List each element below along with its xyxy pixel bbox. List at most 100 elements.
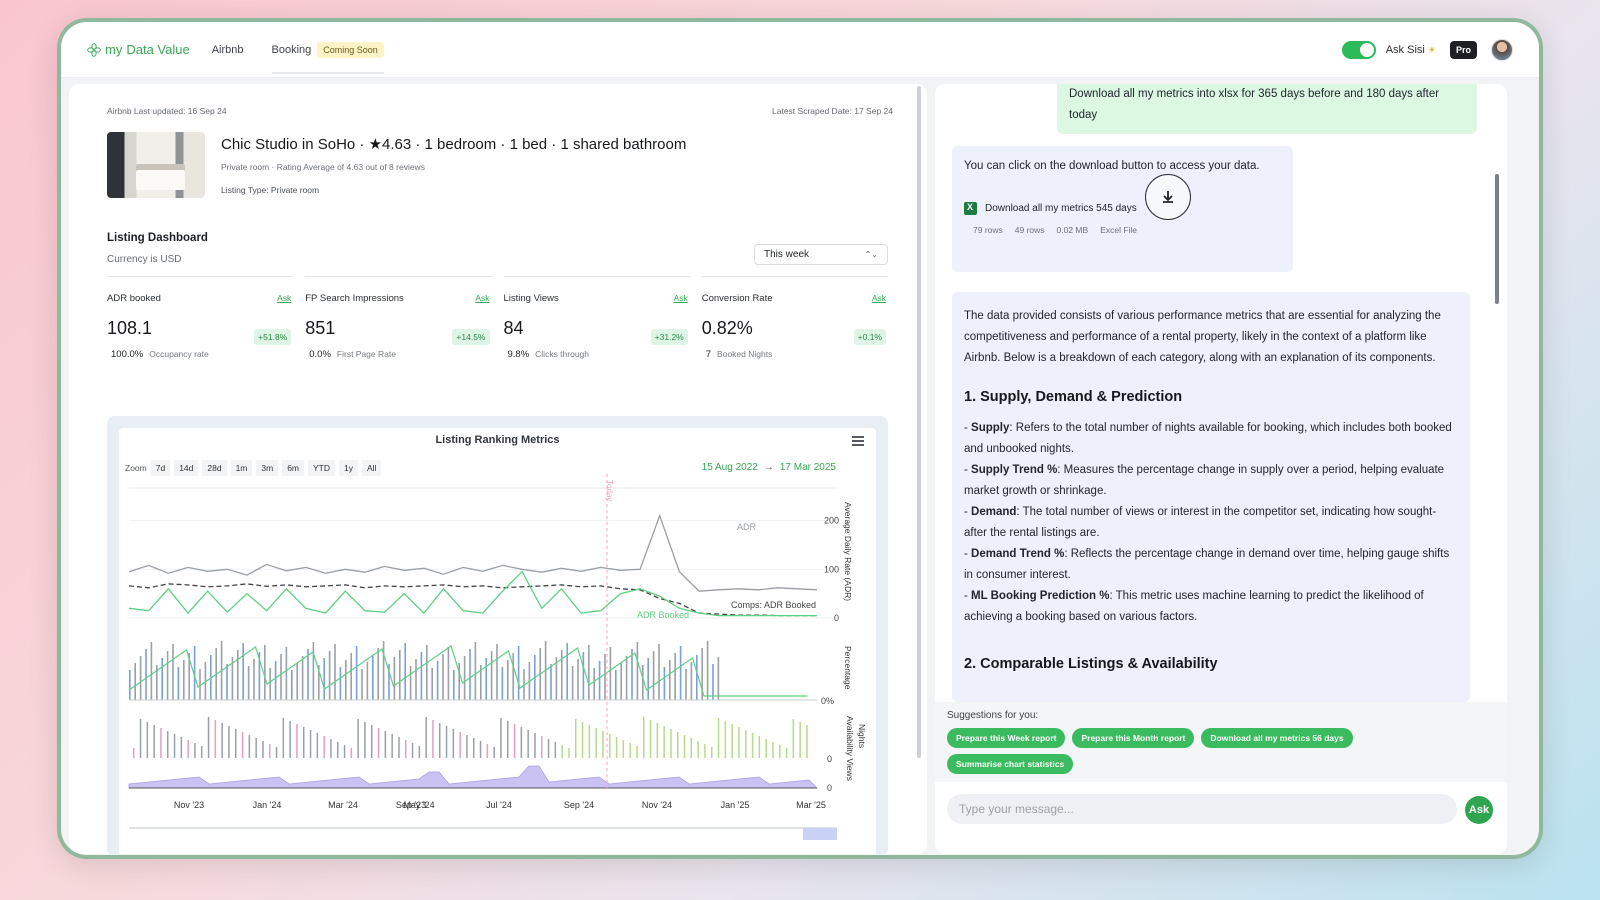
suggestion-chip[interactable]: Prepare this Week report (947, 728, 1066, 748)
bar-mark (604, 654, 606, 700)
bar-mark (690, 738, 693, 758)
bar-mark (231, 657, 234, 700)
bar-mark (269, 744, 271, 758)
bar-mark (677, 732, 679, 758)
bar-mark (452, 729, 455, 758)
bar-mark (588, 645, 590, 700)
metric-ask-link[interactable]: Ask (871, 293, 886, 303)
left-scrollbar[interactable] (917, 86, 921, 758)
bar-mark (496, 644, 498, 700)
suggestion-chip[interactable]: Prepare this Month report (1072, 728, 1195, 748)
date-range[interactable]: 15 Aug 2022 → 17 Mar 2025 (702, 462, 836, 473)
bar-mark (318, 665, 320, 700)
zoom-3m-button[interactable]: 3m (256, 460, 279, 476)
zoom-6m-button[interactable]: 6m (282, 460, 305, 476)
y-tick-label: 100 (824, 564, 839, 574)
zoom-14d-button[interactable]: 14d (174, 460, 199, 476)
metric-sub-label: Booked Nights (717, 349, 773, 359)
y-tick-label: 200 (824, 516, 839, 526)
logo[interactable]: my Data Value (87, 42, 190, 57)
metric-ask-link[interactable]: Ask (673, 293, 688, 303)
range-start[interactable]: 15 Aug 2022 (701, 462, 758, 473)
bar-mark (550, 664, 552, 700)
logo-text: Data Value (126, 42, 190, 57)
nav-booking-group[interactable]: Booking Coming Soon (271, 41, 385, 74)
bar-mark (285, 647, 288, 700)
suggestion-chip[interactable]: Summarise chart statistics (947, 754, 1074, 774)
ranking-chart: ADR Comps: ADR Booked ADR Booked 200 100 0 0% 0… (119, 428, 876, 854)
bar-mark (139, 719, 142, 758)
views-area (128, 765, 818, 789)
bar-mark (453, 670, 455, 700)
listing-header: Chic Studio in SoHo · ★4.63 · 1 bedroom … (107, 132, 686, 198)
metric-ask-link[interactable]: Ask (475, 293, 490, 303)
bar-mark (717, 657, 720, 700)
zoom-1m-button[interactable]: 1m (230, 460, 253, 476)
message-input[interactable]: Type your message... (947, 794, 1457, 824)
bar-mark (643, 717, 645, 758)
metric-subrow: 9.8% Clicks through (504, 349, 690, 360)
bullet-text: : Measures the percentage change in supp… (964, 464, 1445, 497)
bar-mark (765, 739, 767, 758)
chat-scrollbar[interactable] (1495, 174, 1499, 304)
ask-sisi-toggle[interactable] (1341, 40, 1376, 59)
bot-download-message: You can click on the download button to … (952, 146, 1293, 272)
zoom-ytd-button[interactable]: YTD (308, 460, 336, 476)
bar-mark (806, 725, 808, 758)
zoom-all-button[interactable]: All (362, 460, 382, 476)
zoom-controls: Zoom 7d 14d 28d 1m 3m 6m YTD 1y All (125, 460, 382, 476)
bar-mark (432, 720, 434, 758)
bar-mark (139, 656, 142, 700)
metric-name: FP Search Impressions (305, 293, 404, 304)
bar-mark (445, 726, 448, 758)
bullet-text: : The total number of views or interest … (964, 506, 1437, 539)
bar-mark (161, 658, 163, 700)
bar-mark (255, 738, 257, 758)
file-stat: 49 rows (1014, 225, 1045, 235)
zoom-28d-button[interactable]: 28d (202, 460, 227, 476)
metric-ask-link[interactable]: Ask (277, 293, 292, 303)
zoom-7d-button[interactable]: 7d (150, 460, 171, 476)
download-button[interactable] (1145, 174, 1191, 220)
nav-booking[interactable]: Booking (271, 43, 312, 56)
listing-photo[interactable] (107, 132, 205, 198)
period-select[interactable]: This week ⌃⌄ (754, 244, 888, 265)
ask-button[interactable]: Ask (1465, 796, 1493, 824)
chart-menu-icon[interactable] (852, 436, 864, 448)
bar-mark (647, 658, 649, 700)
app-screen: my Data Value Airbnb Booking Coming Soon … (61, 22, 1539, 855)
bar-mark (418, 746, 421, 758)
range-end[interactable]: 17 Mar 2025 (779, 462, 836, 473)
bar-mark (520, 727, 523, 758)
bar-mark (466, 735, 468, 758)
suggestion-chip[interactable]: Download all my metrics 56 days (1201, 728, 1353, 748)
avatar[interactable] (1491, 38, 1513, 61)
listing-type: Listing Type: Private room (221, 185, 320, 195)
answer-bullet: - Supply Trend %: Measures the percentag… (964, 464, 1445, 497)
listing-title: Chic Studio in SoHo · ★4.63 · 1 bedroom … (221, 136, 687, 153)
metric-change-badge: +31.2% (650, 329, 688, 345)
bar-mark (581, 722, 584, 758)
bar-mark (323, 658, 325, 700)
bar-mark (704, 744, 706, 758)
zoom-1y-button[interactable]: 1y (339, 460, 358, 476)
bar-mark (145, 649, 147, 700)
bar-mark (731, 724, 733, 758)
flower-icon (87, 42, 101, 57)
bar-mark (602, 731, 604, 758)
nav-airbnb[interactable]: Airbnb (211, 43, 244, 56)
bar-mark (330, 739, 332, 758)
pro-badge[interactable]: Pro (1449, 40, 1477, 59)
bar-mark (493, 747, 495, 758)
bar-mark (571, 666, 574, 700)
bar-mark (334, 644, 336, 700)
bar-mark (745, 730, 747, 758)
chart-svg[interactable]: ADR Comps: ADR Booked ADR Booked 200 100 0 0% 0… (119, 428, 876, 854)
bar-mark (463, 656, 466, 700)
bar-mark (166, 651, 169, 700)
bullet-term: ML Booking Prediction % (971, 590, 1110, 602)
bar-mark (258, 652, 261, 700)
bar-mark (459, 732, 461, 758)
ask-sisi-label: Ask Sisi ☀ (1386, 44, 1436, 56)
bar-mark (371, 725, 373, 758)
